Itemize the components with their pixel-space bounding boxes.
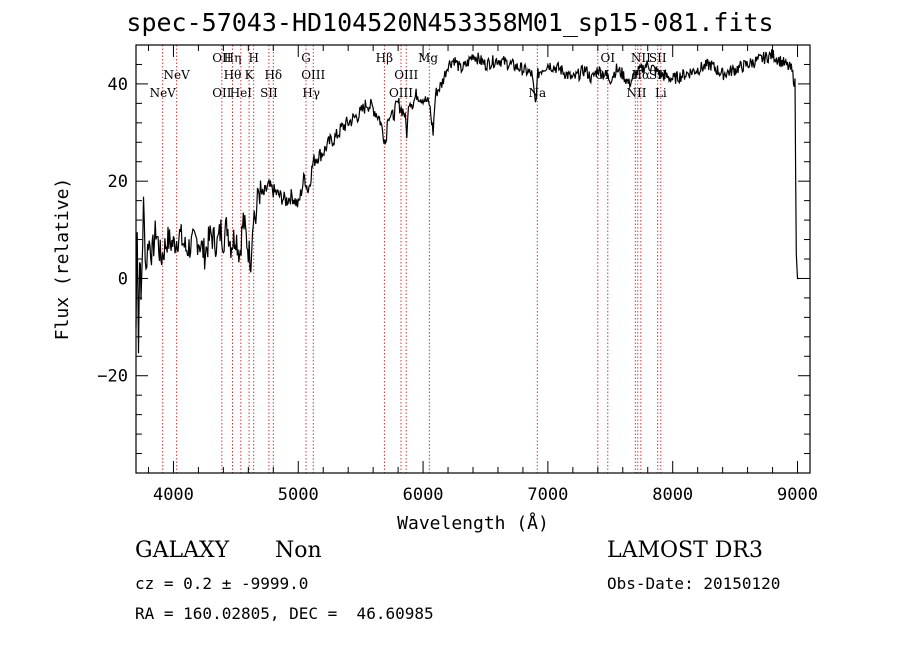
spectral-line-label: NII [627, 86, 647, 100]
y-tick-label: 20 [108, 172, 128, 192]
survey-label: LAMOST DR3 [607, 538, 763, 563]
y-tick-label: 0 [118, 269, 128, 289]
chart-title: spec-57043-HD104520N453358M01_sp15-081.f… [126, 8, 774, 37]
axis-ticks: 4000 5000 6000 7000 8000 9000 −20 0 20 40 [97, 44, 818, 505]
x-tick-label: 9000 [777, 485, 818, 505]
x-tick-label: 5000 [278, 485, 319, 505]
spectral-line-label: SII [649, 51, 667, 65]
spectral-line-label: OI [601, 51, 616, 65]
x-tick-label: 4000 [153, 485, 194, 505]
x-axis-label: Wavelength (Å) [397, 512, 549, 534]
x-tick-label: 8000 [652, 485, 693, 505]
spectral-line-labels: NeVNeVOIIOIIHηHθHeIKHHδSIIGOIIIHγHβOIIIO… [150, 51, 667, 100]
spectral-line-label: Mg [418, 51, 438, 65]
y-tick-label: −20 [97, 367, 128, 387]
spectral-line-label: OII [212, 51, 232, 65]
redshift-readout: cz = 0.2 ± -9999.0 [135, 574, 309, 593]
spectral-line-label: Hγ [302, 86, 320, 100]
obs-date-readout: Obs-Date: 20150120 [607, 574, 781, 593]
spectral-line-label: OIII [394, 68, 418, 82]
spectral-line-label: SII [260, 86, 278, 100]
spectral-line-label: K [245, 68, 255, 82]
y-axis-label: Flux (relative) [52, 178, 73, 341]
object-class: GALAXY [135, 538, 230, 563]
spectrum-series-line [135, 49, 799, 354]
spectral-line-label: Hα [632, 68, 651, 82]
spectral-line-label: HeI [230, 86, 253, 100]
spectral-line-label: Hθ [224, 68, 242, 82]
spectral-line-label: G [301, 51, 311, 65]
spectral-line-label: SII [649, 68, 667, 82]
spectral-line-label: Hβ [376, 51, 393, 65]
spectral-line-label: OI [595, 68, 610, 82]
spectral-line-label: OIII [301, 68, 325, 82]
plot-frame [135, 44, 811, 474]
x-tick-label: 6000 [403, 485, 444, 505]
y-tick-label: 40 [108, 75, 128, 95]
spectral-line-label: Li [655, 86, 667, 100]
spectral-line-label: Hη [224, 51, 242, 65]
spectral-line-label: NeV [150, 86, 177, 100]
spectral-line-label: H [248, 51, 258, 65]
spectral-line-label: OIII [389, 86, 413, 100]
x-tick-label: 7000 [527, 485, 568, 505]
spectral-line-label: Na [528, 86, 546, 100]
spectral-line-label: NeV [164, 68, 191, 82]
spectral-line-label: NII [631, 51, 651, 65]
spectral-line-label: OII [212, 86, 232, 100]
spectral-line-markers [162, 45, 662, 473]
spectral-line-label: Hδ [264, 68, 282, 82]
object-subclass: Non [275, 538, 322, 563]
coordinates-readout: RA = 160.02805, DEC = 46.60985 [135, 604, 434, 623]
